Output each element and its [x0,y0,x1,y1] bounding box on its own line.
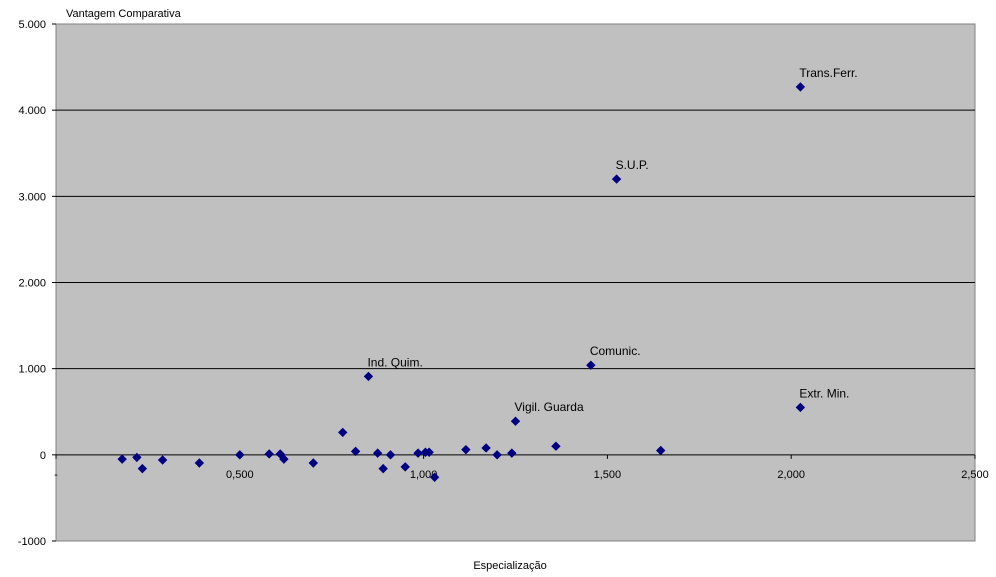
data-point [117,454,127,464]
y-tick-label: 2.000 [18,278,46,290]
data-point [279,454,289,464]
data-point [157,455,168,465]
data-point [400,462,410,472]
x-tick-label: 1,500 [594,469,622,481]
point-annotation: Vigil. Guarda [515,400,584,414]
y-tick-label: 4.000 [18,105,46,117]
y-axis-label: Vantagem Comparativa [66,8,182,20]
point-annotation: Comunic. [590,344,641,358]
data-point [429,472,440,482]
y-tick-label: 3.000 [18,191,46,203]
y-tick-label: -1000 [18,536,46,548]
point-annotation: Trans.Ferr. [799,66,857,80]
data-point [586,360,596,370]
data-point [363,371,374,382]
data-point [308,458,319,468]
data-point [492,450,502,460]
data-point [424,447,434,457]
data-point [372,448,383,458]
data-point [461,444,471,455]
y-tick-label: 5.000 [18,19,46,31]
gridlines [56,109,975,456]
x-tick-label: 0,500 [226,469,254,481]
x-axis-label: Especialização [473,560,546,572]
data-point [655,445,666,456]
point-annotation: S.U.P. [616,158,649,172]
y-tick-label: 1.000 [18,364,46,376]
x-tick-label: 2,000 [777,469,805,481]
data-points [117,82,806,482]
y-tick-label: 0 [40,450,46,462]
x-tick-label: 1,000 [410,469,438,481]
data-point [194,458,205,468]
data-point [611,174,622,184]
data-point [132,452,142,463]
data-point [137,463,148,474]
data-point [795,402,806,413]
data-point [507,448,517,458]
axis-ticks: -1000 0 1.000 2.000 3.000 4.000 5.000 - 0,500 1,0… [18,19,989,548]
data-point [510,416,521,426]
data-point [795,82,806,92]
data-point [264,449,274,459]
data-point [385,450,396,460]
point-annotations: Trans.Ferr. S.U.P. Ind. Quim. Comunic. Vigil… [367,66,857,414]
data-point [235,450,245,460]
data-point [481,443,491,453]
data-point [275,449,285,459]
data-point [350,446,361,457]
point-annotation: Extr. Min. [799,386,849,400]
x-tick-label: 2,500 [961,469,989,481]
x-tick-label: - [54,469,58,481]
data-point [378,463,388,474]
data-point [551,441,561,451]
data-point [338,427,348,438]
point-annotation: Ind. Quim. [367,355,422,369]
data-point [413,448,423,458]
